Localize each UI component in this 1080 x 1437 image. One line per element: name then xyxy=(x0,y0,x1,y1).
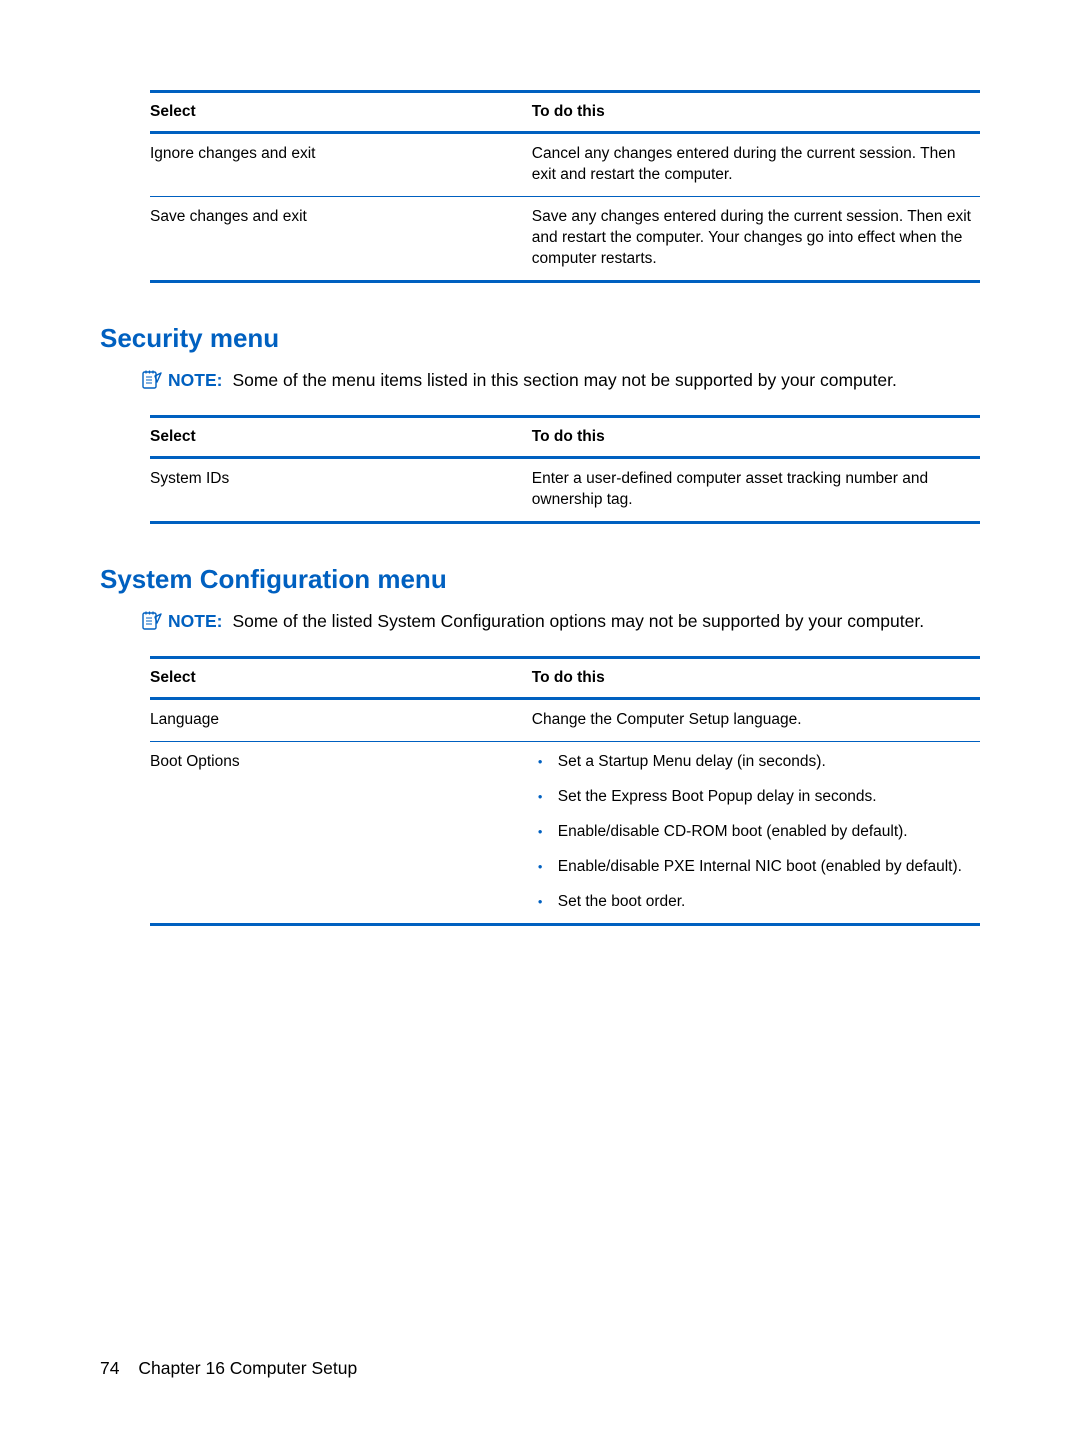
security-menu-heading: Security menu xyxy=(100,323,980,354)
note-text: Some of the menu items listed in this se… xyxy=(232,368,896,393)
boot-options-list: Set a Startup Menu delay (in seconds). S… xyxy=(532,752,974,913)
note-text: Some of the listed System Configuration … xyxy=(232,609,924,634)
cell-todo: Enter a user-defined computer asset trac… xyxy=(532,458,980,523)
table-header-todo: To do this xyxy=(532,417,980,458)
table-header-select: Select xyxy=(150,92,532,133)
table-header-todo: To do this xyxy=(532,92,980,133)
table-row: System IDs Enter a user-defined computer… xyxy=(150,458,980,523)
table-row: Save changes and exit Save any changes e… xyxy=(150,196,980,281)
chapter-label: Chapter 16 Computer Setup xyxy=(138,1358,357,1378)
list-item: Set the Express Boot Popup delay in seco… xyxy=(558,787,974,808)
note-label: NOTE: xyxy=(168,368,222,393)
system-config-menu-heading: System Configuration menu xyxy=(100,564,980,595)
cell-todo: Cancel any changes entered during the cu… xyxy=(532,133,980,197)
cell-select: Ignore changes and exit xyxy=(150,133,532,197)
list-item: Set the boot order. xyxy=(558,892,974,913)
table-header-select: Select xyxy=(150,417,532,458)
page-footer: 74 Chapter 16 Computer Setup xyxy=(100,1358,357,1379)
list-item: Enable/disable PXE Internal NIC boot (en… xyxy=(558,857,974,878)
table-row: Ignore changes and exit Cancel any chang… xyxy=(150,133,980,197)
note-icon xyxy=(142,369,162,396)
system-config-menu-table: Select To do this Language Change the Co… xyxy=(150,656,980,926)
security-note: NOTE: Some of the menu items listed in t… xyxy=(142,368,980,396)
table-row: Language Change the Computer Setup langu… xyxy=(150,699,980,742)
table-row: Boot Options Set a Startup Menu delay (i… xyxy=(150,742,980,925)
cell-todo: Set a Startup Menu delay (in seconds). S… xyxy=(532,742,980,925)
note-label: NOTE: xyxy=(168,609,222,634)
page-number: 74 xyxy=(100,1358,119,1378)
sysconfig-note: NOTE: Some of the listed System Configur… xyxy=(142,609,980,637)
cell-select: Save changes and exit xyxy=(150,196,532,281)
note-icon xyxy=(142,610,162,637)
security-menu-table: Select To do this System IDs Enter a use… xyxy=(150,415,980,524)
cell-select: Boot Options xyxy=(150,742,532,925)
list-item: Set a Startup Menu delay (in seconds). xyxy=(558,752,974,773)
cell-todo: Save any changes entered during the curr… xyxy=(532,196,980,281)
table-header-todo: To do this xyxy=(532,658,980,699)
table-header-select: Select xyxy=(150,658,532,699)
cell-select: System IDs xyxy=(150,458,532,523)
file-menu-table: Select To do this Ignore changes and exi… xyxy=(150,90,980,283)
cell-todo: Change the Computer Setup language. xyxy=(532,699,980,742)
list-item: Enable/disable CD-ROM boot (enabled by d… xyxy=(558,822,974,843)
cell-select: Language xyxy=(150,699,532,742)
